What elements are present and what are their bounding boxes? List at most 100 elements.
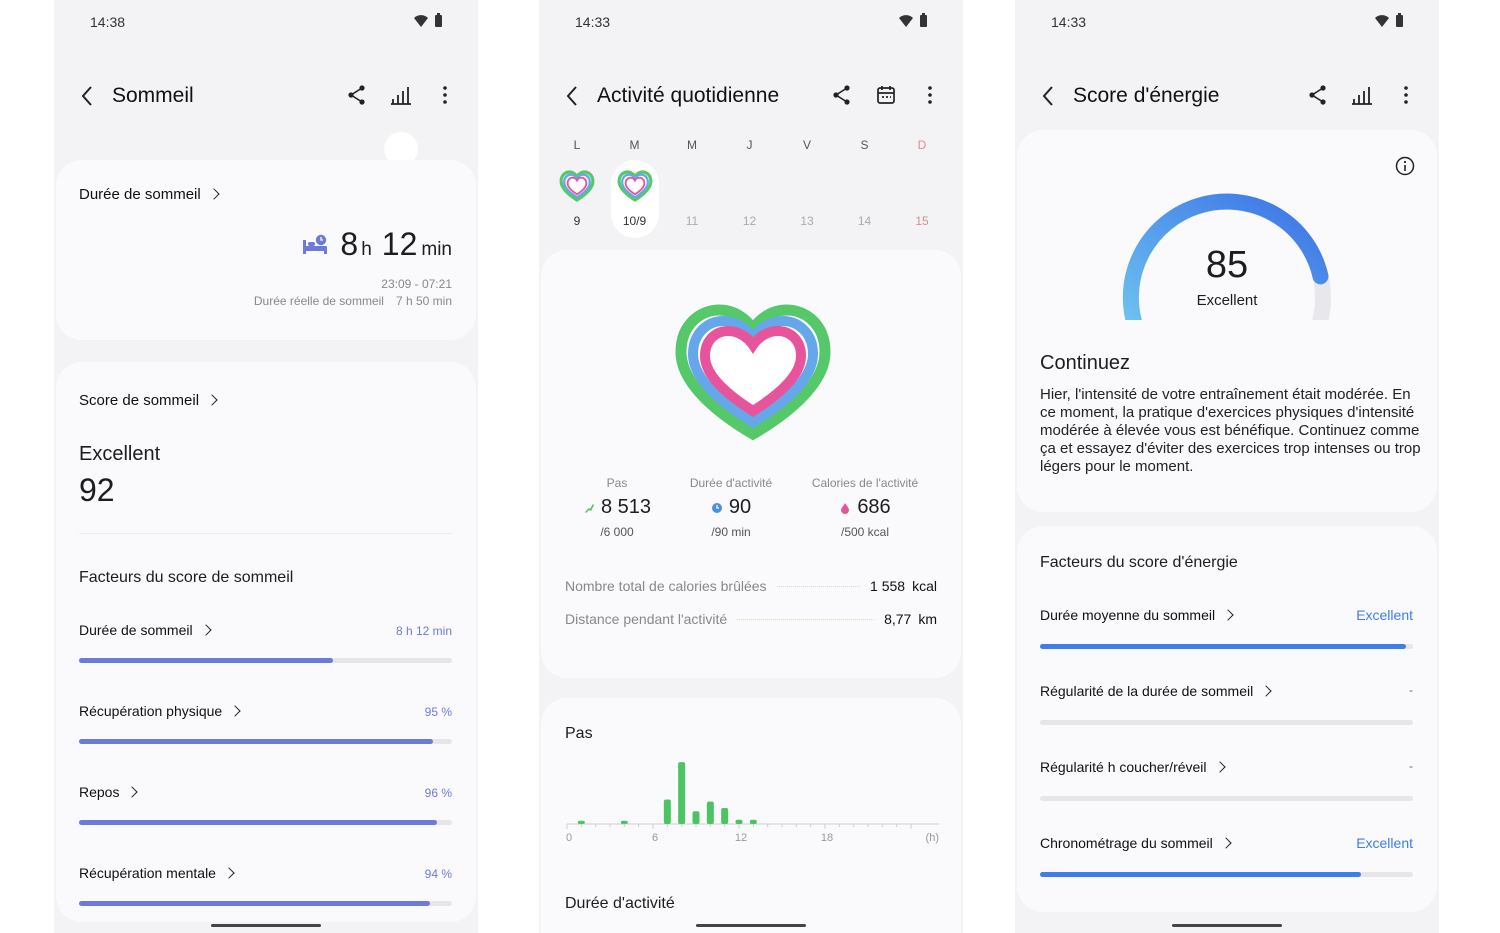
energy-factor-label-text: Chronométrage du sommeil [1040, 835, 1213, 851]
week-day[interactable]: M 11 [668, 132, 716, 236]
advice-body: Hier, l'intensité de votre entraînement … [1040, 386, 1421, 475]
home-indicator [1172, 924, 1282, 927]
steps-icon [584, 503, 594, 513]
page-title: Activité quotidienne [597, 84, 780, 107]
info-icon[interactable] [1395, 156, 1415, 176]
week-day[interactable]: D 15 [898, 132, 946, 236]
more-options-icon[interactable] [919, 84, 941, 106]
more-options-icon[interactable] [1395, 84, 1417, 106]
total-row: Distance pendant l'activité 8,77 km [565, 609, 937, 629]
energy-factor-row[interactable]: Régularité de la durée de sommeil - [1040, 683, 1413, 727]
share-icon[interactable] [346, 84, 368, 106]
share-icon[interactable] [831, 84, 853, 106]
factor-value: 95 % [424, 705, 452, 719]
sleep-time-range: 23:09 - 07:21 [381, 277, 452, 291]
week-day-letter: L [573, 138, 581, 152]
actual-sleep-value: 7 h 50 min [395, 294, 452, 308]
mini-heart-icon [617, 170, 652, 202]
energy-factor-label: Durée moyenne du sommeil [1040, 607, 1234, 623]
sleep-screen: 14:38 Sommeil Durée de sommeil 8 h 12 mi… [54, 0, 478, 933]
chevron-right-icon [126, 786, 139, 798]
factor-label-text: Récupération mentale [79, 865, 216, 881]
week-day[interactable]: S 14 [841, 132, 889, 236]
factor-progress-track [79, 901, 452, 906]
chart-tick-label: 6 [652, 832, 658, 844]
steps-bar [735, 819, 743, 824]
energy-score-value: 85 [1205, 244, 1249, 286]
energy-factor-row[interactable]: Durée moyenne du sommeil Excellent [1040, 607, 1413, 651]
bar-chart-icon[interactable] [1351, 84, 1373, 106]
energy-factor-label-text: Durée moyenne du sommeil [1040, 607, 1216, 623]
bar-chart-icon[interactable] [390, 84, 412, 106]
factor-value: 94 % [424, 867, 452, 881]
energy-factor-progress-fill [1040, 872, 1361, 877]
wifi-icon [1375, 15, 1389, 27]
week-day-date: 15 [915, 214, 929, 228]
activity-heart-rings [675, 304, 831, 441]
week-day[interactable]: V 13 [783, 132, 831, 236]
wifi-icon [414, 15, 428, 27]
chevron-right-icon [208, 188, 220, 200]
total-value: 1 558 [870, 578, 906, 594]
energy-screen: 14:33 Score d'énergie 85 Excellent Conti… [1015, 0, 1439, 933]
factor-label: Récupération physique [79, 703, 241, 719]
steps-chart-card[interactable]: Pas 0 6 12 18 (h) Durée d'activité [541, 698, 961, 933]
activity-summary-card: Pas 8 513/6 000 Durée d'activité 90/90 min C… [541, 250, 961, 678]
stat-label: Calories de l'activité [811, 476, 919, 490]
sleep-score-header[interactable]: Score de sommeil [79, 392, 218, 409]
back-arrow-icon[interactable] [76, 84, 100, 108]
week-day[interactable]: J 12 [726, 132, 774, 236]
back-arrow-icon[interactable] [561, 84, 585, 108]
steps-bar [749, 819, 757, 824]
sleep-duration-value: 8 h 12 min [302, 226, 452, 263]
more-options-icon[interactable] [434, 84, 456, 106]
chevron-right-icon [199, 624, 212, 636]
steps-bar [721, 808, 729, 824]
status-time: 14:33 [575, 14, 611, 30]
mini-heart-icon [559, 170, 595, 202]
stat-label: Durée d'activité [689, 476, 773, 490]
calendar-icon[interactable] [875, 84, 897, 106]
back-arrow-icon[interactable] [1037, 84, 1061, 108]
factor-row[interactable]: Repos 96 % [79, 784, 452, 825]
energy-factor-row[interactable]: Régularité h coucher/réveil - [1040, 759, 1413, 803]
dotted-leader [776, 585, 861, 587]
energy-factor-progress-track [1040, 720, 1413, 725]
sleep-hours: 8 [340, 226, 359, 262]
factor-progress-track [79, 658, 452, 663]
chevron-right-icon [206, 394, 218, 406]
status-time: 14:38 [90, 14, 126, 30]
app-bar: Activité quotidienne [539, 76, 963, 116]
sleep-duration-card[interactable]: Durée de sommeil 8 h 12 min 23:09 - 07:2… [56, 160, 476, 340]
factor-row[interactable]: Récupération physique 95 % [79, 703, 452, 744]
sleep-duration-header[interactable]: Durée de sommeil [79, 186, 220, 203]
factor-label: Récupération mentale [79, 865, 235, 881]
week-day-letter: S [860, 138, 869, 152]
energy-factor-label: Régularité h coucher/réveil [1040, 759, 1226, 775]
battery-icon [435, 13, 442, 27]
energy-factors-card: Facteurs du score d'énergie Durée moyenn… [1017, 526, 1437, 912]
total-unit: km [918, 611, 937, 627]
steps-bar [692, 811, 700, 824]
energy-factor-progress-fill [1040, 644, 1406, 649]
share-icon[interactable] [1307, 84, 1329, 106]
stat-value-row: 8 513 [552, 496, 682, 519]
week-day-date: 11 [685, 214, 699, 228]
total-label: Distance pendant l'activité [565, 611, 728, 627]
factor-progress-track [79, 820, 452, 825]
energy-factor-value: - [1409, 759, 1413, 773]
divider [79, 533, 453, 534]
energy-factor-value: Excellent [1356, 835, 1413, 851]
energy-factor-value: - [1409, 683, 1413, 697]
factor-row[interactable]: Récupération mentale 94 % [79, 865, 452, 906]
status-bar: 14:33 [575, 13, 927, 32]
week-day-date: 13 [800, 214, 814, 228]
energy-factor-row[interactable]: Chronométrage du sommeil Excellent [1040, 835, 1413, 879]
sleep-minutes: 12 [381, 226, 418, 262]
week-day[interactable]: M 10/9 [610, 132, 659, 238]
chevron-right-icon [1213, 761, 1226, 773]
stat-goal: /500 kcal [840, 525, 890, 539]
actual-sleep: Durée réelle de sommeil 7 h 50 min [254, 294, 452, 308]
factor-row[interactable]: Durée de sommeil 8 h 12 min [79, 622, 452, 663]
